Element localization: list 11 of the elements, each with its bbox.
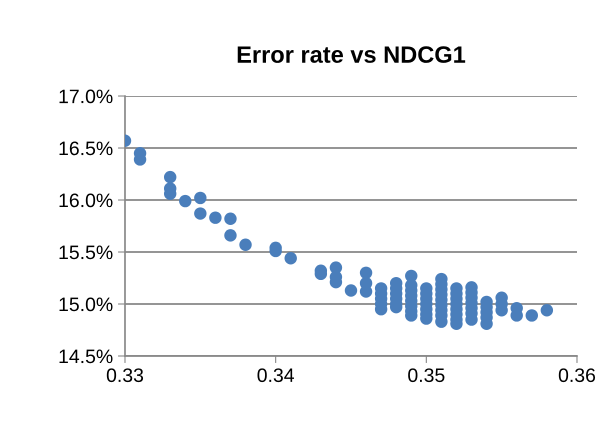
x-tick-label: 0.35 [408, 368, 444, 382]
y-tick-label: 15.5% [60, 246, 112, 260]
y-tick-label: 16.0% [60, 193, 112, 208]
x-tick-label: 0.34 [257, 368, 294, 382]
y-tick-label: 16.5% [60, 141, 112, 156]
y-tick-label: 17.0% [60, 89, 112, 104]
y-tick-label: 15.0% [60, 297, 112, 312]
x-tick-label: 0.36 [558, 368, 596, 382]
chart-title: Error rate vs NDCG1 [238, 46, 466, 63]
y-tick-label: 14.5% [60, 350, 112, 364]
x-tick-label: 0.33 [106, 368, 144, 382]
